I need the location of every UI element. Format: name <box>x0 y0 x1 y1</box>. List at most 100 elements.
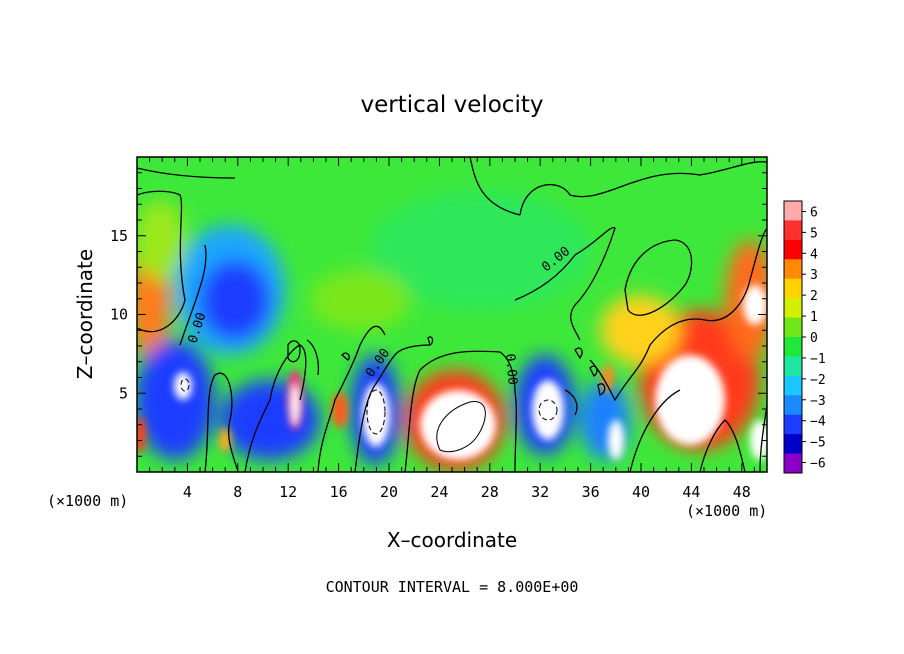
colorbar-label: 2 <box>810 289 818 304</box>
colorbar-label: −5 <box>810 436 826 451</box>
contour-interval-note: CONTOUR INTERVAL = 8.000E+00 <box>326 578 579 596</box>
x-tick-label: 32 <box>531 483 549 501</box>
contour-line <box>137 190 186 333</box>
contour-line <box>366 389 386 435</box>
colorbar-label: 6 <box>810 205 818 220</box>
y-axis-ticks: 5 10 15 <box>110 172 767 457</box>
colorbar-swatch <box>784 201 802 221</box>
colorbar-label: −4 <box>810 415 826 430</box>
colorbar-swatch <box>784 239 802 260</box>
contour-line <box>564 389 578 416</box>
x-tick-label: 28 <box>481 483 499 501</box>
x-tick-label: 24 <box>430 483 448 501</box>
colorbar-swatch <box>784 278 802 299</box>
contour-line <box>574 347 583 360</box>
colorbar-label: −2 <box>810 373 826 388</box>
contour-line <box>287 340 301 363</box>
x-tick-label: 8 <box>233 483 242 501</box>
x-axis-label: X–coordinate <box>387 528 517 552</box>
colorbar-swatch <box>784 395 802 416</box>
colorbar-swatch <box>784 298 802 319</box>
contour-line <box>317 325 386 472</box>
colorbar-swatch <box>784 414 802 435</box>
contour-line <box>306 339 320 376</box>
x-tick-label: 40 <box>632 483 650 501</box>
contour-line <box>427 336 434 346</box>
field-core <box>174 372 192 400</box>
contour-label: 0.00 <box>502 353 520 386</box>
field-core <box>219 428 231 452</box>
colorbar-swatch <box>784 317 802 338</box>
x-tick-label: 4 <box>183 483 192 501</box>
field-blob <box>600 295 680 365</box>
contour-line <box>179 244 207 346</box>
contour-line <box>538 399 558 421</box>
inner-contours <box>180 378 558 435</box>
x-unit-right: (×1000 m) <box>686 502 767 520</box>
field-blob <box>200 260 270 340</box>
colorbar-swatch <box>784 337 802 357</box>
x-tick-label: 44 <box>682 483 700 501</box>
positive-contours <box>436 401 486 453</box>
colorbar-swatch <box>784 220 802 241</box>
x-tick-label: 48 <box>733 483 751 501</box>
colorbar-swatch <box>784 375 802 396</box>
y-tick-label: 15 <box>110 227 128 245</box>
colorbar-label: 4 <box>810 247 818 262</box>
colorbar-swatch <box>784 356 802 377</box>
colorbar-label: −6 <box>810 457 826 472</box>
field-blob <box>137 340 215 460</box>
contour-line <box>137 167 236 179</box>
field-core <box>602 364 614 392</box>
contour-line <box>589 365 598 377</box>
field-blob <box>310 270 410 330</box>
colorbar-label: 1 <box>810 310 818 325</box>
field-core <box>655 355 725 445</box>
velocity-field <box>137 157 767 472</box>
contour-line <box>404 350 516 472</box>
contour-line <box>589 227 767 402</box>
field-core <box>137 417 146 453</box>
x-unit-left: (×1000 m) <box>47 492 128 510</box>
chart-title: vertical velocity <box>361 92 544 118</box>
field-core <box>291 385 299 425</box>
colorbar-swatch <box>784 453 802 474</box>
field-blob <box>220 380 320 460</box>
colorbar-label: 0 <box>810 331 818 346</box>
y-tick-label: 10 <box>110 306 128 324</box>
field-blob <box>370 190 590 310</box>
contour-line <box>341 352 350 361</box>
contour-line <box>244 344 307 472</box>
contour-line <box>469 157 521 216</box>
contour-line <box>514 227 616 341</box>
field-blob <box>137 200 185 280</box>
field-core <box>362 383 390 447</box>
contour-line <box>597 383 606 396</box>
x-tick-label: 12 <box>279 483 297 501</box>
contour-line <box>180 378 190 392</box>
colorbar-swatch <box>784 259 802 280</box>
contour-line <box>629 389 681 472</box>
zero-contours <box>137 157 767 472</box>
colorbar-label: −1 <box>810 352 826 367</box>
colorbar-label: 5 <box>810 226 818 241</box>
field-core <box>420 390 496 460</box>
field-core <box>532 380 564 440</box>
colorbar-label: −3 <box>810 394 826 409</box>
contour-line <box>699 419 746 472</box>
contour-line <box>624 239 693 316</box>
colorbar-label: 3 <box>810 268 818 283</box>
contour-line <box>436 401 486 453</box>
x-tick-label: 20 <box>380 483 398 501</box>
field-core <box>608 420 624 460</box>
contour-line <box>519 161 767 216</box>
x-tick-label: 36 <box>582 483 600 501</box>
colorbar: 6 5 4 3 2 1 0 −1 −2 −3 −4 −5 −6 <box>783 200 826 474</box>
x-tick-label: 16 <box>330 483 348 501</box>
contour-line <box>514 391 517 472</box>
x-axis-ticks: 4 8 12 16 20 24 28 32 36 40 44 48 <box>149 157 755 501</box>
y-tick-label: 5 <box>119 384 128 402</box>
field-core <box>332 392 348 428</box>
contour-line <box>354 344 431 472</box>
